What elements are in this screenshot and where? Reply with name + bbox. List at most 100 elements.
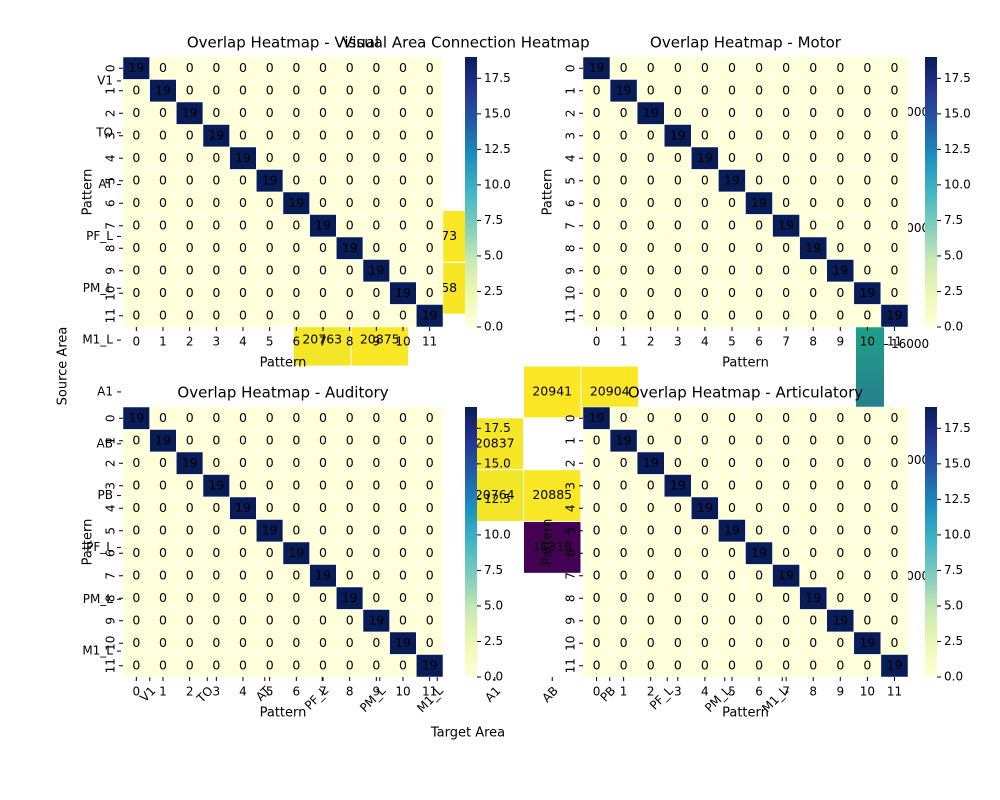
cell-value: 19: [395, 635, 411, 650]
cell-value: 0: [372, 307, 380, 322]
colorbar-tick-label: 7.5: [484, 213, 503, 227]
cell-value: 0: [346, 307, 354, 322]
cell-value: 0: [809, 262, 817, 277]
cell-value: 19: [368, 612, 384, 627]
cell-value: 0: [239, 612, 247, 627]
cell-value: 0: [239, 477, 247, 492]
cell-value: 0: [372, 477, 380, 492]
cell-value: 0: [782, 150, 790, 165]
cell-value: 0: [782, 590, 790, 605]
colorbar-tick-label: 0.0: [944, 670, 963, 684]
cell-value: 0: [319, 60, 327, 75]
cell-value: 0: [399, 567, 407, 582]
cell-value: 0: [372, 82, 380, 97]
y-tick-label: V1: [97, 73, 113, 87]
cell-value: 0: [159, 150, 167, 165]
cell-value: 0: [674, 172, 682, 187]
cell-value: 0: [212, 545, 220, 560]
y-tick-label: 8: [104, 594, 118, 602]
cell-value: 0: [836, 500, 844, 515]
cell-value: 0: [346, 635, 354, 650]
cell-value: 19: [805, 590, 821, 605]
cell-value: 0: [319, 240, 327, 255]
cell-value: 0: [674, 455, 682, 470]
cell-value: 19: [342, 590, 358, 605]
colorbar-tick-label: 10.0: [944, 527, 971, 541]
cell-value: 0: [836, 657, 844, 672]
cell-value: 0: [863, 612, 871, 627]
cell-value: 0: [863, 590, 871, 605]
colorbar-tick-label: 5.0: [944, 598, 963, 612]
cell-value: 0: [319, 635, 327, 650]
cell-value: 0: [620, 240, 628, 255]
y-tick-label: 1: [104, 437, 118, 445]
colorbar-tick-label: 5.0: [484, 598, 503, 612]
cell-value: 0: [399, 432, 407, 447]
cell-value: 0: [372, 127, 380, 142]
cell-value: 0: [372, 150, 380, 165]
cell-value: 0: [593, 240, 601, 255]
cell-value: 0: [674, 635, 682, 650]
cell-value: 19: [208, 127, 224, 142]
cell-value: 0: [292, 635, 300, 650]
cell-value: 0: [863, 500, 871, 515]
y-tick-label: 2: [104, 109, 118, 117]
cell-value: 0: [132, 82, 140, 97]
cell-value: 0: [593, 285, 601, 300]
y-axis-label: Pattern: [541, 519, 556, 566]
cell-value: 0: [782, 285, 790, 300]
cell-value: 0: [782, 262, 790, 277]
cell-value: 0: [266, 127, 274, 142]
cell-value: 20763: [302, 332, 342, 347]
cell-value: 0: [319, 285, 327, 300]
cell-value: 0: [701, 195, 709, 210]
cell-value: 0: [132, 105, 140, 120]
x-tick-label: 0: [593, 335, 601, 349]
x-axis-label: Pattern: [722, 356, 769, 371]
cell-value: 0: [863, 172, 871, 187]
cell-value: 0: [620, 567, 628, 582]
y-tick-label: 10: [104, 636, 118, 651]
cell-value: 0: [426, 105, 434, 120]
cell-value: 19: [751, 545, 767, 560]
y-tick-label: 8: [564, 594, 578, 602]
y-tick-label: 3: [104, 132, 118, 140]
y-tick-label: 9: [104, 617, 118, 625]
cell-value: 0: [266, 500, 274, 515]
cell-value: 0: [239, 657, 247, 672]
cell-value: 0: [728, 545, 736, 560]
colorbar-tick-label: 10.0: [484, 177, 511, 191]
cell-value: 0: [292, 612, 300, 627]
y-tick-label: 11: [104, 308, 118, 323]
cell-value: 0: [399, 172, 407, 187]
cell-value: 0: [890, 635, 898, 650]
cell-value: 0: [863, 127, 871, 142]
cell-value: 0: [674, 195, 682, 210]
y-tick-label: 0: [564, 64, 578, 72]
cell-value: 0: [186, 285, 194, 300]
cell-value: 0: [372, 240, 380, 255]
cell-value: 0: [728, 307, 736, 322]
colorbar-tick-label: 0.0: [944, 320, 963, 334]
cell-value: 0: [863, 522, 871, 537]
x-tick-label: 4: [701, 685, 709, 699]
cell-value: 0: [647, 240, 655, 255]
cell-value: 0: [701, 307, 709, 322]
x-tick-label: 3: [213, 335, 221, 349]
cell-value: 0: [212, 455, 220, 470]
cell-value: 0: [346, 285, 354, 300]
cell-value: 0: [782, 105, 790, 120]
cell-value: 0: [755, 285, 763, 300]
x-axis-label: Pattern: [722, 706, 769, 721]
x-axis-label: Pattern: [260, 356, 307, 371]
cell-value: 0: [620, 410, 628, 425]
cell-value: 19: [670, 127, 686, 142]
cell-value: 0: [239, 60, 247, 75]
cell-value: 0: [863, 105, 871, 120]
cell-value: 0: [647, 545, 655, 560]
cell-value: 19: [724, 172, 740, 187]
cell-value: 0: [346, 217, 354, 232]
cell-value: 0: [890, 285, 898, 300]
cell-value: 0: [159, 612, 167, 627]
cell-value: 0: [292, 477, 300, 492]
